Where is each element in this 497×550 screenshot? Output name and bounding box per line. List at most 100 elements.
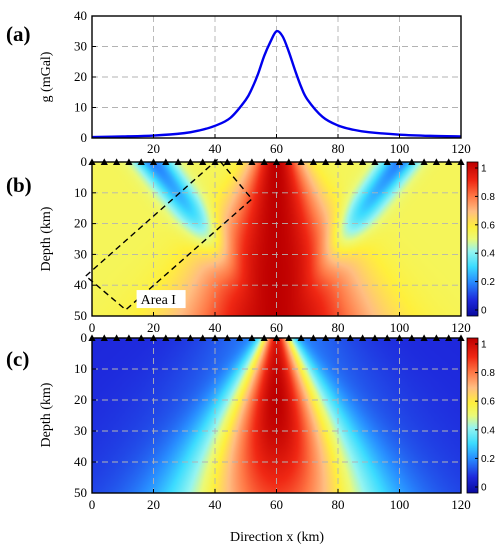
- station-marker: [334, 158, 342, 165]
- station-marker: [125, 334, 133, 341]
- tick-label-y: 40: [74, 277, 87, 292]
- ylabel-c: Depth (km): [39, 382, 54, 447]
- colorbar-tick-label: 1: [481, 164, 487, 175]
- tick-label-x-a: 20: [147, 141, 160, 156]
- tick-label-y: 0: [81, 154, 88, 169]
- tick-label-x-a: 100: [390, 141, 410, 156]
- panel-c: (c) Depth (km) 0 20 40 60 80 100 1200102030405…: [6, 330, 495, 545]
- station-marker: [432, 334, 440, 341]
- area-i-label-group: Area I: [136, 290, 186, 309]
- station-marker: [322, 158, 330, 165]
- station-marker: [149, 158, 158, 165]
- colorbar-c: [467, 338, 478, 493]
- station-marker: [211, 158, 219, 165]
- station-marker: [297, 158, 305, 165]
- colorbar-tick-label: 0.8: [481, 368, 495, 379]
- station-marker: [297, 334, 305, 341]
- station-marker: [223, 334, 231, 341]
- station-marker: [100, 158, 108, 165]
- tick-label-y: 10: [74, 361, 87, 376]
- colorbar-tick-label: 0: [481, 306, 487, 317]
- tick-label-x: 60: [270, 320, 283, 335]
- grid-a: [92, 16, 461, 138]
- station-marker: [174, 334, 182, 341]
- station-marker: [260, 334, 268, 341]
- tick-label-x: 120: [451, 320, 471, 335]
- tick-label-x: 0: [89, 320, 96, 335]
- station-marker: [113, 334, 121, 341]
- station-marker: [309, 158, 317, 165]
- station-marker: [432, 158, 440, 165]
- station-marker: [371, 334, 379, 341]
- station-marker: [137, 334, 145, 341]
- station-marker: [457, 334, 465, 341]
- station-marker: [371, 158, 379, 165]
- colorbar-tick-label: 0: [481, 483, 487, 494]
- colorbar-ticks-b: 0 0.2 0.4 0.6 0.8 1: [475, 164, 495, 317]
- grid-c: [92, 338, 461, 493]
- station-marker: [346, 334, 354, 341]
- station-marker: [383, 158, 391, 165]
- colorbar-tick-label: 0.6: [481, 397, 495, 408]
- tick-label-x: 20: [147, 320, 160, 335]
- station-marker: [408, 334, 416, 341]
- station-marker: [223, 158, 231, 165]
- station-marker: [359, 334, 367, 341]
- station-marker: [113, 158, 121, 165]
- station-marker: [199, 334, 207, 341]
- tick-label-y: 0: [81, 330, 88, 345]
- station-marker: [420, 158, 428, 165]
- series-line-g: [91, 29, 462, 139]
- colorbar-tick-label: 0.4: [481, 249, 495, 260]
- tick-label-x: 80: [332, 320, 345, 335]
- tick-label-y-a: 40: [74, 8, 87, 23]
- station-marker: [395, 334, 404, 341]
- station-marker: [334, 334, 342, 341]
- colorbar-tick-label: 1: [481, 340, 487, 351]
- station-marker: [272, 334, 281, 341]
- stations-c: [88, 334, 465, 341]
- tick-label-y: 40: [74, 454, 87, 469]
- station-marker: [408, 158, 416, 165]
- station-marker: [322, 334, 330, 341]
- panel-a: (a) g (mGal) 20 40 60 80 100 120 0 10 20 30 40: [6, 8, 471, 156]
- tick-label-x-a: 120: [451, 141, 471, 156]
- tick-label-x: 40: [209, 320, 222, 335]
- station-marker: [149, 334, 158, 341]
- tick-label-x: 60: [270, 497, 283, 512]
- ticks-c: 0 20 40 60 80 100 120 0 10 20 30 40 50: [74, 330, 471, 512]
- station-marker: [186, 158, 194, 165]
- tick-label-x-a: 80: [332, 141, 345, 156]
- tick-label-x: 120: [451, 497, 471, 512]
- xlabel: Direction x (km): [230, 530, 324, 545]
- station-marker: [248, 158, 256, 165]
- ticks-a: 20 40 60 80 100 120 0 10 20 30 40: [74, 8, 471, 156]
- station-marker: [162, 334, 170, 341]
- colorbar-tick-label: 0.6: [481, 220, 495, 231]
- colorbar-tick-label: 0.4: [481, 425, 495, 436]
- tick-label-x-a: 60: [270, 141, 283, 156]
- colorbar-frame-b: [466, 161, 479, 317]
- station-marker: [137, 158, 145, 165]
- tick-label-x: 0: [89, 497, 96, 512]
- tick-label-x-a: 40: [209, 141, 222, 156]
- station-marker: [285, 334, 293, 341]
- station-marker: [359, 158, 367, 165]
- tick-label-y: 30: [74, 423, 87, 438]
- tick-label-y: 20: [74, 392, 87, 407]
- station-marker: [395, 158, 404, 165]
- station-marker: [199, 158, 207, 165]
- station-marker: [236, 158, 244, 165]
- grid-b: [92, 162, 461, 316]
- tick-label-y: 10: [74, 185, 87, 200]
- station-marker: [248, 334, 256, 341]
- station-marker: [383, 334, 391, 341]
- ylabel-a: g (mGal): [39, 51, 54, 102]
- ticks-b: 0 20 40 60 80 100 120 0 10 20 30 40 50: [74, 154, 471, 335]
- station-marker: [211, 334, 219, 341]
- station-marker: [162, 158, 170, 165]
- colorbar-tick-label: 0.8: [481, 192, 495, 203]
- area-i-label: Area I: [141, 293, 177, 308]
- colorbar-tick-label: 0.2: [481, 277, 495, 288]
